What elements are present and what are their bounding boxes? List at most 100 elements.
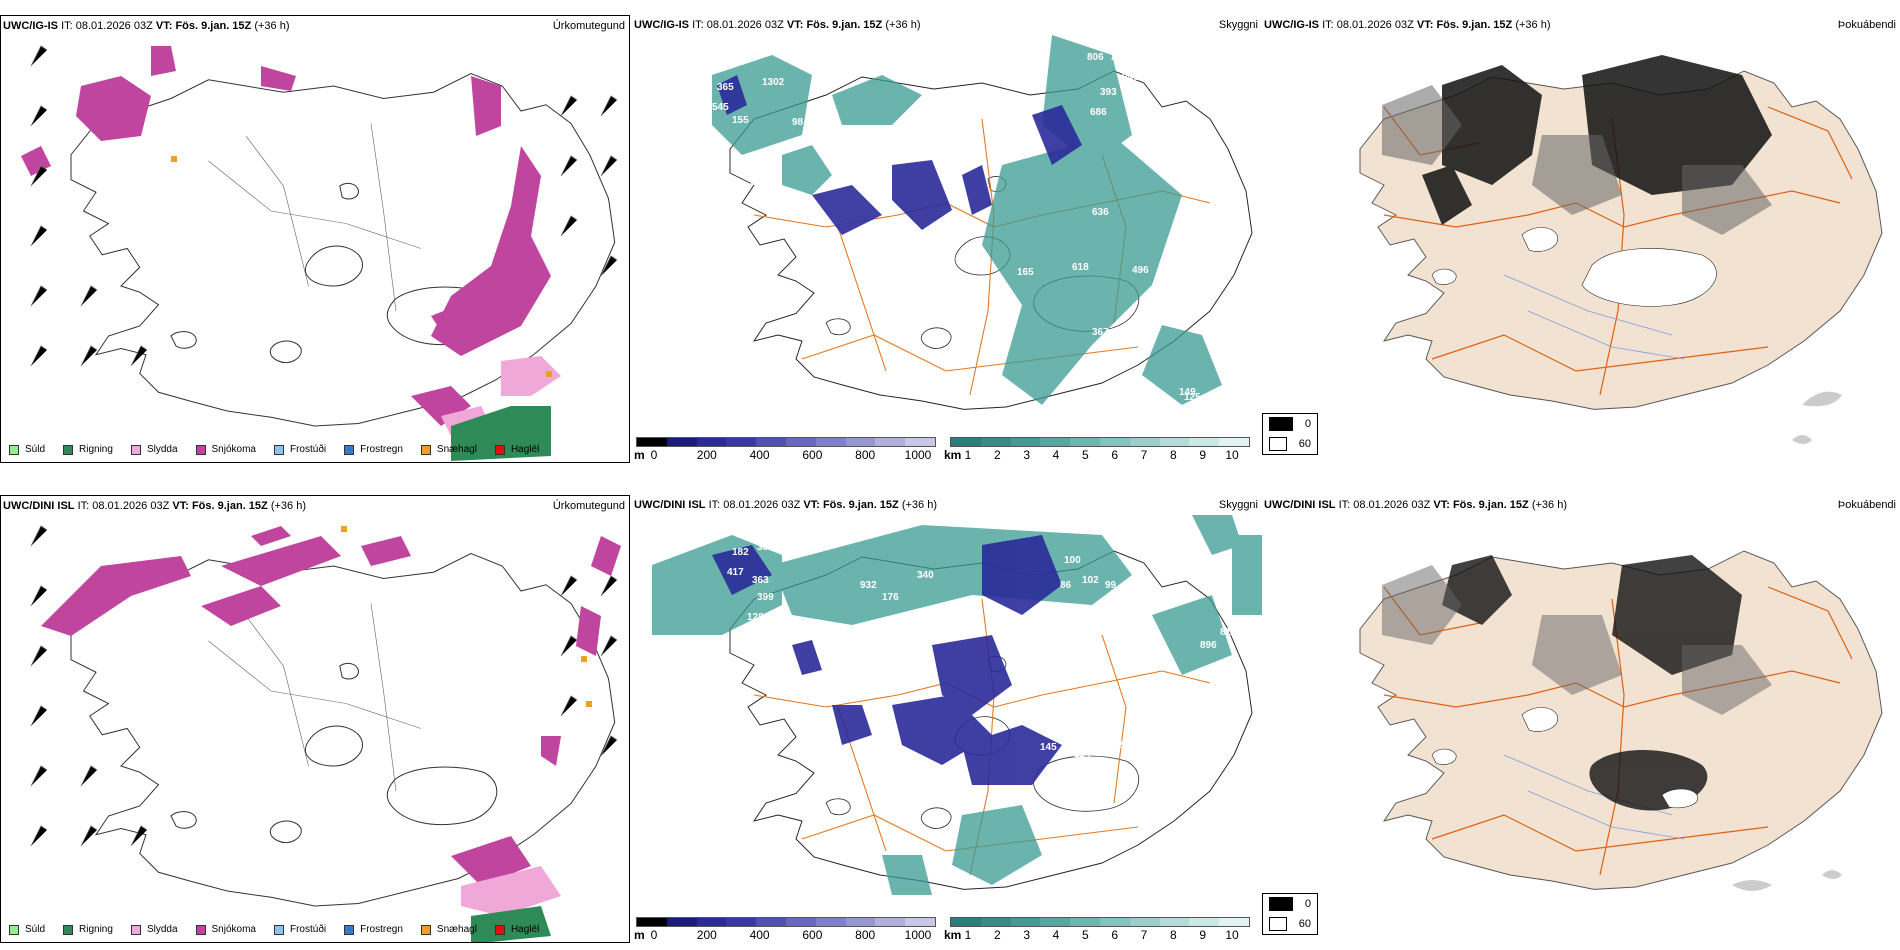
header-bottom-fog: UWC/DINI ISL IT: 08.01.2026 03Z VT: Fös.… bbox=[1264, 499, 1567, 511]
colorbar-step bbox=[637, 918, 667, 926]
fog-swatch bbox=[1269, 897, 1293, 911]
cloud-base-value: 340 bbox=[917, 570, 934, 581]
colorbar-step bbox=[785, 918, 816, 926]
legend-label: Slydda bbox=[146, 924, 178, 935]
legend-item: Frostregn bbox=[344, 924, 403, 935]
legend-label: Snæhagl bbox=[436, 444, 477, 455]
colorbar-tick: 7 bbox=[1140, 448, 1148, 462]
legend-item: Súld bbox=[9, 444, 45, 455]
cloud-base-value: 100 bbox=[1064, 555, 1081, 566]
ceiling-colorbar-bottom: 0 200 400 600 800 1000 bbox=[636, 917, 936, 942]
cloud-base-value: 496 bbox=[1132, 265, 1149, 276]
ceiling-ramp bbox=[636, 917, 936, 927]
colorbar-step bbox=[1040, 918, 1071, 926]
hail-points bbox=[171, 156, 552, 377]
legend-label: Súld bbox=[25, 924, 46, 935]
colorbar-step bbox=[1010, 918, 1041, 926]
colorbar-step bbox=[845, 918, 876, 926]
panel-title: Þokuábendi bbox=[1837, 19, 1896, 31]
cloud-base-value: 124 bbox=[1074, 749, 1091, 760]
vis-unit: km bbox=[944, 928, 962, 942]
panel-title: Úrkomutegund bbox=[552, 500, 625, 512]
cloud-base-value: 331 bbox=[752, 157, 769, 168]
cloud-base-value: 365 bbox=[717, 82, 734, 93]
cloud-base-labels-bottom: 962 182 385 417 363 399 128 316 932 176 340 100 86 10… bbox=[727, 512, 1237, 913]
legend-item: Rigning bbox=[63, 924, 113, 935]
legend-swatch bbox=[9, 924, 19, 935]
cloud-base-value: 502 bbox=[727, 57, 744, 68]
colorbar-step bbox=[815, 438, 846, 446]
colorbar-tick: 800 bbox=[855, 448, 876, 462]
precip-map-bottom bbox=[30, 525, 621, 942]
colorbar-tick: 5 bbox=[1081, 448, 1089, 462]
ceiling-unit: m bbox=[634, 448, 645, 462]
colorbar-tick: 1000 bbox=[904, 928, 932, 942]
cloud-base-value: 155 bbox=[732, 115, 749, 126]
legend-item: Snæhagl bbox=[420, 924, 477, 935]
fog-dense bbox=[1422, 55, 1772, 225]
cloud-base-value: 128 bbox=[747, 612, 764, 623]
snow-areas bbox=[41, 526, 621, 886]
colorbar-step bbox=[815, 918, 846, 926]
precip-panel-top: UWC/IG-IS IT: 08.01.2026 03Z VT: Fös. 9.… bbox=[0, 15, 630, 463]
fog-panel-top: UWC/IG-IS IT: 08.01.2026 03Z VT: Fös. 9.… bbox=[1262, 15, 1900, 463]
cloud-base-value: 636 bbox=[1092, 207, 1109, 218]
colorbar-tick: 400 bbox=[749, 928, 770, 942]
vis-ticks: 1 2 3 4 5 6 7 8 9 10 bbox=[950, 447, 1250, 462]
colorbar-step bbox=[1159, 438, 1190, 446]
vis-colorbar-bottom: 1 2 3 4 5 6 7 8 9 10 bbox=[950, 917, 1250, 942]
legend-item: Haglél bbox=[494, 924, 539, 935]
legend-label: Slydda bbox=[146, 444, 178, 455]
colorbar-step bbox=[951, 918, 981, 926]
header-top-cloud: UWC/IG-IS IT: 08.01.2026 03Z VT: Fös. 9.… bbox=[634, 19, 921, 31]
colorbar-step bbox=[875, 438, 906, 446]
legend-label: Haglél bbox=[510, 444, 540, 455]
colorbar-step bbox=[1129, 438, 1160, 446]
fog-legend-row: 0 bbox=[1263, 894, 1317, 914]
cloud-base-value: 149 bbox=[1179, 387, 1196, 398]
colorbar-step bbox=[1129, 918, 1160, 926]
legend-swatch bbox=[494, 924, 505, 935]
fog-label: 60 bbox=[1298, 918, 1311, 930]
colorbar-step bbox=[1219, 918, 1249, 926]
colorbar-tick: 3 bbox=[1023, 448, 1030, 462]
fog-moderate bbox=[1382, 565, 1772, 715]
cloud-base-value: 316 bbox=[772, 627, 789, 638]
cloud-base-value: 932 bbox=[860, 580, 877, 591]
colorbar-tick: 200 bbox=[696, 928, 717, 942]
cloud-base-value: 125 bbox=[1184, 392, 1201, 403]
fog-legend-row: 60 bbox=[1263, 434, 1317, 454]
panel-title: Skyggni bbox=[1218, 499, 1258, 511]
fog-swatch bbox=[1269, 417, 1293, 431]
header-bottom-cloud: UWC/DINI ISL IT: 08.01.2026 03Z VT: Fös.… bbox=[634, 499, 937, 511]
legend-swatch bbox=[420, 444, 431, 455]
colorbar-step bbox=[756, 918, 786, 926]
colorbar-step bbox=[1099, 438, 1130, 446]
cloud-base-value: 686 bbox=[1090, 107, 1107, 118]
glaciers bbox=[1431, 227, 1717, 307]
legend-label: Snæhagl bbox=[436, 924, 477, 935]
colorbar-tick: 4 bbox=[1052, 448, 1060, 462]
wind-barbs bbox=[30, 45, 618, 367]
legend-swatch bbox=[420, 924, 431, 935]
fog-label: 0 bbox=[1304, 898, 1311, 910]
colorbar-tick: 4 bbox=[1052, 928, 1060, 942]
colorbar-step bbox=[1189, 438, 1220, 446]
colorbar-tick: 0 bbox=[650, 448, 658, 462]
cloud-base-value: 86 bbox=[1060, 580, 1072, 591]
colorbar-tick: 2 bbox=[993, 928, 1001, 942]
colorbar-step bbox=[1159, 918, 1190, 926]
cloud-base-value: 175 bbox=[1052, 719, 1069, 730]
colorbar-step bbox=[980, 438, 1011, 446]
colorbar-step bbox=[696, 438, 727, 446]
legend-label: Rigning bbox=[79, 444, 113, 455]
ceiling-ticks: 0 200 400 600 800 1000 bbox=[636, 927, 936, 942]
fog-legend-bottom: 0 60 bbox=[1262, 893, 1318, 935]
snow-areas bbox=[21, 46, 551, 426]
legend-item: Haglél bbox=[494, 444, 540, 455]
colorbar-tick: 600 bbox=[802, 928, 823, 942]
ceiling-ramp bbox=[636, 437, 936, 447]
colorbar-tick: 2 bbox=[993, 448, 1001, 462]
cloud-map-bottom: 962 182 385 417 363 399 128 316 932 176 340 100 86 10… bbox=[652, 512, 1262, 913]
